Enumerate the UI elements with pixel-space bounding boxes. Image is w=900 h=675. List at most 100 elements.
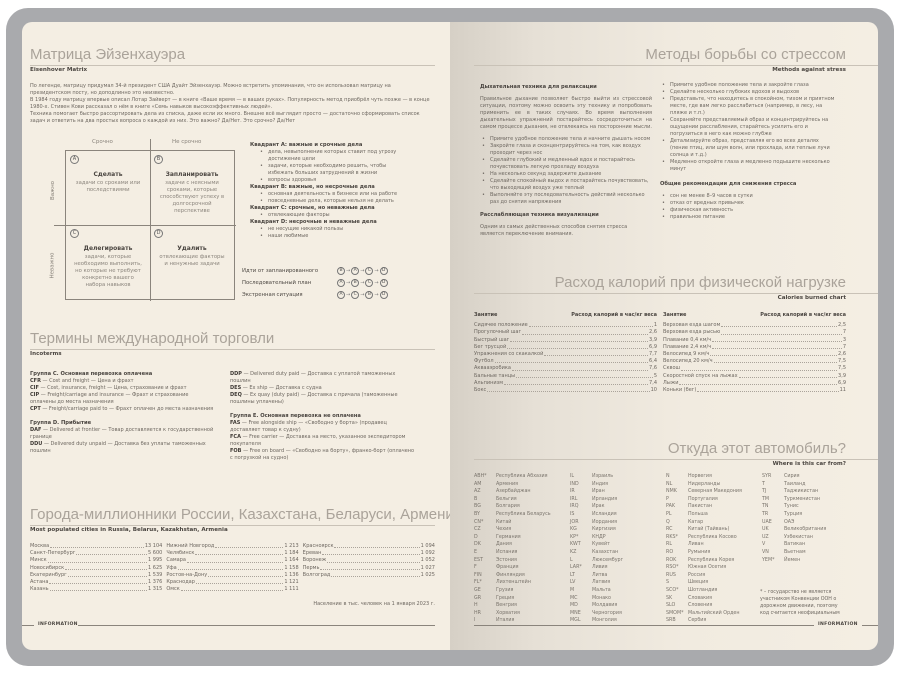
list-item: не несущие никакой пользы: [258, 226, 400, 233]
calorie-value: 6,4: [649, 358, 657, 365]
city-name: Новосибирск: [30, 564, 65, 571]
sequence-label: Последовательный план: [242, 280, 312, 286]
country-code: T: [762, 481, 765, 487]
calorie-value: 7,5: [838, 365, 846, 372]
country-code: TJ: [762, 489, 767, 495]
car-code-row: IL Израиль: [570, 473, 666, 481]
city-name: Омск: [166, 586, 180, 593]
divider: [862, 625, 878, 626]
quadrant-heading: Квадрант A: важные и срочные дела: [250, 142, 363, 148]
car-code-row: F Франция: [474, 564, 570, 572]
paragraph: Техника помогает быстро рассортировать д…: [30, 111, 420, 124]
list-item: Сделайте несколько глубоких вдохов и выд…: [660, 89, 838, 96]
country-code: RUS: [666, 572, 676, 578]
city-row: Воронеж 1 052: [303, 557, 435, 564]
country-code: PAK: [666, 504, 676, 510]
country-code: MC: [570, 595, 578, 601]
incoterm-entry: DAF — Delivered at frontier — Товар дост…: [30, 427, 215, 441]
country-name: Литва: [592, 572, 608, 578]
city-population: 1 111: [284, 586, 299, 593]
car-code-row: TM Туркменистан: [762, 496, 842, 504]
incoterm-entry: CPT — Freight/carriage paid to — Фрахт о…: [30, 406, 215, 413]
leader-dots: [487, 387, 650, 393]
calorie-value: 2,6: [838, 351, 846, 358]
car-code-row: SYR Сирия: [762, 473, 842, 481]
city-population: 1 213: [284, 543, 299, 549]
leader-dots: [50, 543, 144, 549]
country-name: Таиланд: [784, 481, 806, 487]
car-code-row: RSO* Южная Осетия: [666, 564, 762, 572]
country-name: Португалия: [688, 496, 718, 502]
paragraph: По легенде, матрицу придумал 34-й презид…: [30, 83, 391, 96]
city-row: Москва 13 104: [30, 543, 162, 550]
country-name: Вьетнам: [784, 549, 806, 555]
city-row: Ереван 1 092: [303, 550, 435, 557]
breathing-steps: Примите удобное положение тела и начните…: [480, 136, 652, 206]
column-header: Расход калорий в час/кг веса: [571, 312, 657, 318]
general-recommendations: сон не менее 8–9 часов в суткиотказ от в…: [660, 193, 838, 221]
country-name: Россия: [688, 572, 706, 578]
country-code: MD: [570, 603, 578, 609]
incoterm-code: DDU: [30, 441, 43, 447]
country-code: F: [474, 565, 477, 571]
car-code-row: YEM* Йемен: [762, 557, 842, 565]
car-code-row: TR Турция: [762, 511, 842, 519]
car-code-row: GR Греция: [474, 595, 570, 603]
leader-dots: [712, 337, 842, 342]
car-code-row: I Италия: [474, 617, 570, 625]
car-code-row: IS Исландия: [570, 511, 666, 519]
eisenhower-title: Матрица Эйзенхауэра: [30, 46, 186, 63]
list-item: физическая активность: [660, 207, 838, 214]
country-name: Иордания: [592, 519, 617, 525]
country-name: Великобритания: [784, 527, 827, 533]
incoterm-text: — Cost and freight — Цена и фрахт: [42, 378, 134, 384]
country-name: Киргизия: [592, 527, 616, 533]
incoterm-entry: DDU — Delivered duty unpaid — Доставка б…: [30, 441, 215, 455]
city-population: 1 158: [284, 564, 299, 571]
incoterm-entry: DDP — Delivered duty paid — Доставка с у…: [230, 371, 415, 385]
country-name: Ливия: [592, 565, 608, 571]
calorie-value: 6,9: [649, 343, 657, 350]
table-row: Плавание 0,4 км/ч 3: [663, 337, 846, 344]
car-column: IL Израиль IND Индия IR Иран IRL Ирландия IRQ Ира…: [570, 473, 666, 625]
country-name: Йемен: [784, 557, 801, 563]
row-important-label: Важно: [50, 180, 57, 201]
car-code-row: KZ Казахстан: [570, 549, 666, 557]
list-item: Медленно откройте глаза и медленно подыш…: [660, 159, 838, 173]
arrow-icon: →: [360, 268, 365, 274]
car-code-row: TJ Таджикистан: [762, 488, 842, 496]
country-code: P: [666, 496, 669, 502]
calories-table: Занятие Расход калорий в час/кг веса Сидяч…: [474, 312, 846, 394]
leader-dots: [712, 344, 842, 350]
country-name: КНДР: [592, 534, 606, 540]
calorie-value: 3,9: [649, 336, 657, 343]
car-code-row: T Таиланд: [762, 481, 842, 489]
activity-name: Лыжи: [663, 379, 679, 386]
country-name: Монголия: [592, 618, 617, 624]
quadrant-heading: Квадрант D: несрочные и неважные дела: [250, 219, 377, 225]
country-name: Черногория: [592, 610, 622, 616]
country-name: Азербайджан: [496, 489, 531, 495]
left-page: Матрица Эйзенхауэра Eisenhover Matrix По…: [22, 22, 450, 650]
sequence-label: Экстренная ситуация: [242, 292, 303, 298]
country-code: MGL: [570, 618, 581, 624]
quadrant-action: Сделать: [93, 171, 123, 178]
car-code-row: UAE ОАЭ: [762, 519, 842, 527]
country-code: IL: [570, 474, 575, 479]
divider: [30, 349, 435, 350]
country-code: GR: [474, 595, 482, 601]
spacer: [686, 312, 760, 319]
calorie-value: 1: [653, 322, 657, 329]
incoterms-subtitle: Incoterms: [30, 351, 62, 357]
car-code-row: MD Молдавия: [570, 602, 666, 610]
calorie-value: 2,6: [649, 329, 657, 336]
country-name: Индия: [592, 481, 609, 487]
car-code-row: JOR Иордания: [570, 519, 666, 527]
city-name: Самара: [166, 557, 186, 564]
car-code-row: MC Монако: [570, 595, 666, 603]
country-name: Туркменистан: [784, 496, 821, 502]
car-code-row: RC Китай (Тайвань): [666, 526, 762, 534]
car-code-row: M Мальта: [570, 587, 666, 595]
country-code: B: [474, 496, 478, 502]
country-code: TR: [762, 511, 769, 517]
